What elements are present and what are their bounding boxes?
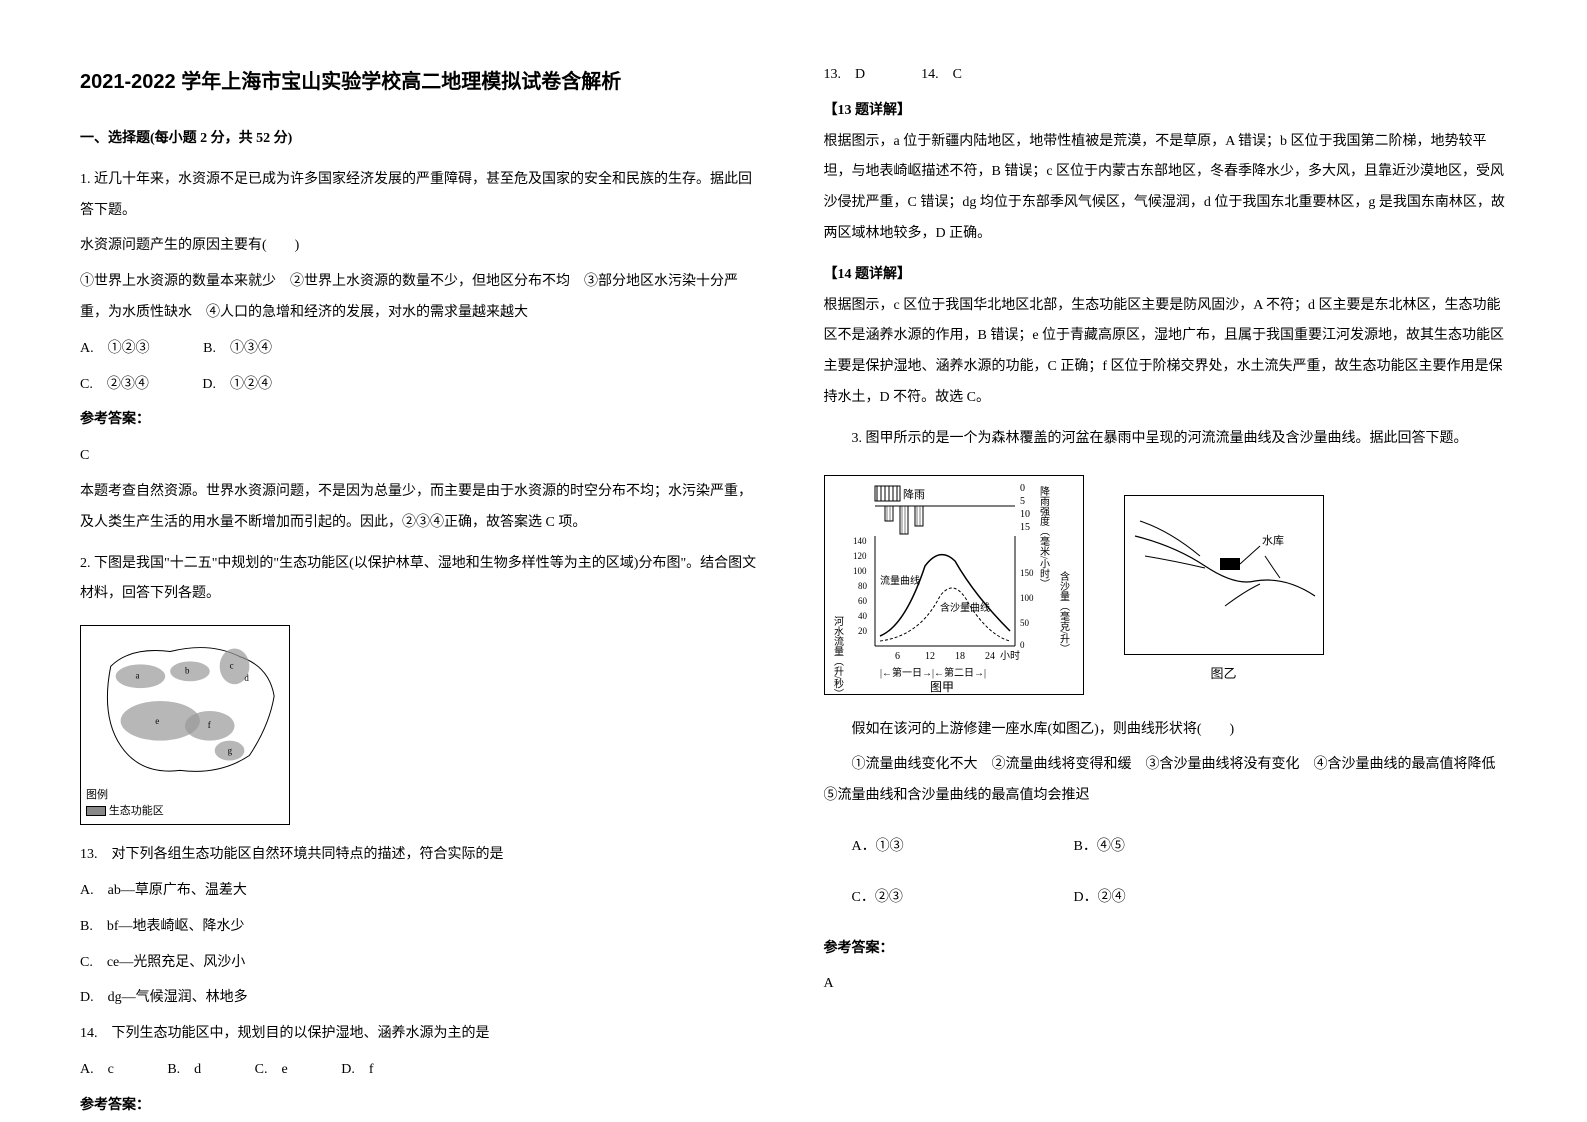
chart-yi-wrapper: 水库 图乙 — [1124, 475, 1324, 689]
svg-text:c: c — [230, 661, 234, 671]
q1-opt-c: C. ②③④ — [80, 370, 149, 401]
svg-text:10: 10 — [1020, 509, 1030, 520]
svg-text:12: 12 — [925, 651, 935, 662]
exp14-header: 【14 题详解】 — [824, 260, 1508, 291]
q3-opt-b: B．④⑤ — [1074, 832, 1324, 863]
exam-title: 2021-2022 学年上海市宝山实验学校高二地理模拟试卷含解析 — [80, 60, 764, 104]
q3-prompt: 假如在该河的上游修建一座水库(如图乙)，则曲线形状将( ) — [824, 715, 1508, 746]
svg-text:水库: 水库 — [1262, 534, 1284, 547]
q2-answers: 13. D 14. C — [824, 60, 1508, 91]
q2-sub14-b: B. d — [167, 1055, 201, 1086]
q2-sub14-d: D. f — [341, 1055, 373, 1086]
svg-text:a: a — [135, 670, 139, 680]
chart-yi: 水库 — [1124, 495, 1324, 655]
chart-jia-wrapper: 降雨 0 5 10 15 — [824, 475, 1084, 695]
q3-answer: A — [824, 969, 1508, 1000]
svg-text:f: f — [208, 720, 211, 730]
q3-opt-a: A．①③ — [824, 832, 1074, 863]
svg-text:120: 120 — [853, 551, 867, 561]
q3-options: A．①③ B．④⑤ C．②③ D．②④ — [824, 832, 1508, 914]
svg-text:|←第一日→|←第二日→|: |←第一日→|←第二日→| — [880, 666, 986, 679]
svg-text:0: 0 — [1020, 640, 1025, 650]
q2-sub14-a: A. c — [80, 1055, 114, 1086]
svg-text:b: b — [185, 665, 190, 675]
svg-text:0: 0 — [1020, 483, 1025, 494]
legend-title: 图例 — [86, 788, 164, 803]
left-column: 2021-2022 学年上海市宝山实验学校高二地理模拟试卷含解析 一、选择题(每… — [80, 60, 764, 1062]
q3-opt-d: D．②④ — [1074, 883, 1324, 914]
svg-text:100: 100 — [853, 566, 867, 576]
q3-answer-label: 参考答案： — [824, 934, 1508, 965]
chart-yi-label: 图乙 — [1124, 660, 1324, 689]
svg-text:d: d — [244, 673, 249, 683]
q1-answer-label: 参考答案： — [80, 405, 764, 436]
q1-options-row1: A. ①②③ B. ①③④ — [80, 334, 764, 365]
q2-stem: 2. 下图是我国"十二五"中规划的"生态功能区(以保护林草、湿地和生物多样性等为… — [80, 549, 764, 611]
svg-text:降雨强度（毫米/小时）: 降雨强度（毫米/小时） — [1037, 484, 1049, 588]
right-column: 13. D 14. C 【13 题详解】 根据图示，a 位于新疆内陆地区，地带性… — [824, 60, 1508, 1062]
china-map-svg: a b c d e f g — [81, 626, 289, 786]
svg-text:含沙量（毫克/升）: 含沙量（毫克/升） — [1057, 569, 1069, 653]
section-1-header: 一、选择题(每小题 2 分，共 52 分) — [80, 124, 764, 155]
page-container: 2021-2022 学年上海市宝山实验学校高二地理模拟试卷含解析 一、选择题(每… — [80, 60, 1507, 1062]
china-map-figure: a b c d e f g 图例 生态功能区 — [80, 625, 290, 825]
q1-prompt: 水资源问题产生的原因主要有( ) — [80, 231, 764, 262]
chart-jia-svg: 降雨 0 5 10 15 — [825, 476, 1085, 696]
q2-answer-label: 参考答案： — [80, 1091, 764, 1122]
svg-text:80: 80 — [858, 581, 868, 591]
legend-item: 生态功能区 — [109, 805, 164, 817]
svg-text:g: g — [228, 746, 233, 756]
svg-text:5: 5 — [1020, 496, 1025, 507]
q1-options-row2: C. ②③④ D. ①②④ — [80, 370, 764, 401]
svg-text:15: 15 — [1020, 522, 1030, 533]
q3-options-row1: A．①③ B．④⑤ — [824, 832, 1508, 863]
q2-sub13-d: D. dg—气候湿润、林地多 — [80, 983, 764, 1014]
svg-text:20: 20 — [858, 626, 868, 636]
exp13-text: 根据图示，a 位于新疆内陆地区，地带性植被是荒漠，不是草原，A 错误；b 区位于… — [824, 127, 1508, 250]
q2-sub13-c: C. ce—光照充足、风沙小 — [80, 948, 764, 979]
svg-text:含沙量曲线: 含沙量曲线 — [940, 601, 990, 614]
q3-conditions: ①流量曲线变化不大 ②流量曲线将变得和缓 ③含沙量曲线将没有变化 ④含沙量曲线的… — [824, 750, 1508, 812]
legend-swatch — [86, 806, 106, 816]
q2-sub13-b: B. bf—地表崎岖、降水少 — [80, 912, 764, 943]
svg-text:小时: 小时 — [1000, 650, 1020, 662]
svg-text:24: 24 — [985, 651, 995, 662]
svg-text:40: 40 — [858, 611, 868, 621]
q2-sub13: 13. 对下列各组生态功能区自然环境共同特点的描述，符合实际的是 — [80, 840, 764, 871]
svg-text:150: 150 — [1020, 568, 1034, 578]
q1-conditions: ①世界上水资源的数量本来就少 ②世界上水资源的数量不少，但地区分布不均 ③部分地… — [80, 267, 764, 329]
svg-text:140: 140 — [853, 536, 867, 546]
svg-text:e: e — [155, 716, 159, 726]
svg-text:降雨: 降雨 — [903, 487, 925, 501]
q3-opt-c: C．②③ — [824, 883, 1074, 914]
svg-text:100: 100 — [1020, 593, 1034, 603]
q2-sub14-options: A. c B. d C. e D. f — [80, 1055, 764, 1086]
svg-text:6: 6 — [895, 651, 900, 662]
q1-explanation: 本题考查自然资源。世界水资源问题，不是因为总量少，而主要是由于水资源的时空分布不… — [80, 477, 764, 539]
svg-text:流量曲线: 流量曲线 — [880, 574, 920, 587]
exp14-text: 根据图示，c 区位于我国华北地区北部，生态功能区主要是防风固沙，A 不符；d 区… — [824, 291, 1508, 414]
chart-yi-svg: 水库 — [1125, 496, 1325, 656]
q1-answer: C — [80, 441, 764, 472]
q3-stem: 3. 图甲所示的是一个为森林覆盖的河盆在暴雨中呈现的河流流量曲线及含沙量曲线。据… — [824, 424, 1508, 455]
q1-opt-d: D. ①②④ — [202, 370, 272, 401]
svg-text:18: 18 — [955, 651, 965, 662]
q2-sub14-c: C. e — [255, 1055, 288, 1086]
q2-sub14: 14. 下列生态功能区中，规划目的以保护湿地、涵养水源为主的是 — [80, 1019, 764, 1050]
map-legend: 图例 生态功能区 — [86, 788, 164, 819]
exp13-header: 【13 题详解】 — [824, 96, 1508, 127]
q1-stem: 1. 近几十年来，水资源不足已成为许多国家经济发展的严重障碍，甚至危及国家的安全… — [80, 165, 764, 227]
q1-opt-b: B. ①③④ — [203, 334, 272, 365]
q2-sub13-a: A. ab—草原广布、温差大 — [80, 876, 764, 907]
q1-opt-a: A. ①②③ — [80, 334, 150, 365]
chart-container: 降雨 0 5 10 15 — [824, 475, 1508, 695]
q3-options-row2: C．②③ D．②④ — [824, 883, 1508, 914]
svg-text:图甲: 图甲 — [930, 680, 954, 694]
svg-text:河水流量（升/秒）: 河水流量（升/秒） — [831, 615, 843, 695]
chart-jia: 降雨 0 5 10 15 — [824, 475, 1084, 695]
svg-text:60: 60 — [858, 596, 868, 606]
svg-text:50: 50 — [1020, 618, 1030, 628]
